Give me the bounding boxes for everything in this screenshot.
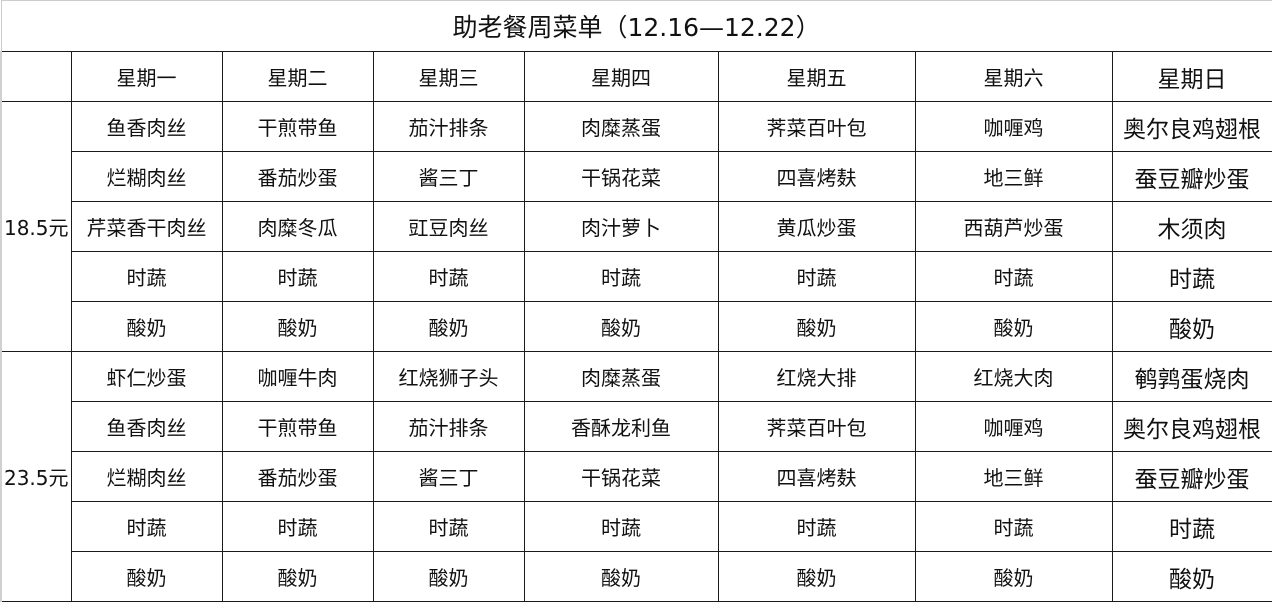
price-label: 23.5元	[0, 351, 72, 602]
dish-cell: 时蔬	[523, 501, 719, 552]
dish-cell: 干锅花菜	[523, 451, 719, 502]
dish-cell: 茄汁排条	[372, 401, 525, 452]
dish-cell: 干煎带鱼	[221, 101, 374, 152]
menu-row: 鱼香肉丝 干煎带鱼 茄汁排条 香酥龙利鱼 荠菜百叶包 咖喱鸡 奥尔良鸡翅根	[1, 401, 1272, 452]
dish-cell: 茄汁排条	[372, 101, 525, 152]
dish-cell: 酱三丁	[372, 451, 525, 502]
dish-cell: 肉汁萝卜	[523, 201, 719, 252]
day-header: 星期二	[221, 51, 374, 102]
dish-cell: 酸奶	[372, 301, 525, 352]
dish-cell: 芹菜香干肉丝	[70, 201, 223, 252]
dish-cell: 酸奶	[1111, 551, 1272, 602]
dish-cell: 酱三丁	[372, 151, 525, 202]
dish-cell: 干煎带鱼	[221, 401, 374, 452]
dish-cell: 鱼香肉丝	[70, 101, 223, 152]
menu-row: 23.5元 虾仁炒蛋 咖喱牛肉 红烧狮子头 肉糜蒸蛋 红烧大排 红烧大肉 鹌鹑蛋烧肉	[0, 351, 1272, 602]
day-header: 星期三	[372, 51, 525, 102]
dish-cell: 时蔬	[372, 251, 525, 302]
menu-row: 时蔬 时蔬 时蔬 时蔬 时蔬 时蔬 时蔬	[1, 251, 1272, 302]
dish-cell: 咖喱牛肉	[221, 351, 374, 402]
dish-cell: 番茄炒蛋	[221, 451, 374, 502]
dish-cell: 时蔬	[221, 501, 374, 552]
dish-cell: 酸奶	[1111, 301, 1272, 352]
header-row: 星期一 星期二 星期三 星期四 星期五 星期六 星期日	[0, 51, 1272, 102]
dish-cell: 酸奶	[221, 301, 374, 352]
menu-row: 酸奶 酸奶 酸奶 酸奶 酸奶 酸奶 酸奶	[1, 551, 1272, 602]
day-header: 星期五	[717, 51, 916, 102]
dish-cell: 时蔬	[717, 251, 916, 302]
dish-cell: 时蔬	[221, 251, 374, 302]
dish-cell: 时蔬	[70, 501, 223, 552]
day-header: 星期六	[914, 51, 1113, 102]
dish-cell: 虾仁炒蛋	[70, 351, 223, 402]
dish-cell: 番茄炒蛋	[221, 151, 374, 202]
dish-cell: 地三鲜	[914, 151, 1113, 202]
dish-cell: 酸奶	[221, 551, 374, 602]
dish-cell: 烂糊肉丝	[70, 451, 223, 502]
dish-cell: 红烧大排	[717, 351, 916, 402]
dish-cell: 西葫芦炒蛋	[914, 201, 1113, 252]
dish-cell: 咖喱鸡	[914, 401, 1113, 452]
dish-cell: 四喜烤麸	[717, 151, 916, 202]
day-header: 星期四	[523, 51, 719, 102]
dish-cell: 酸奶	[372, 551, 525, 602]
dish-cell: 咖喱鸡	[914, 101, 1113, 152]
menu-row: 酸奶 酸奶 酸奶 酸奶 酸奶 酸奶 酸奶	[1, 301, 1272, 352]
dish-cell: 酸奶	[717, 301, 916, 352]
dish-cell: 酸奶	[70, 551, 223, 602]
day-header: 星期一	[70, 51, 223, 102]
dish-cell: 肉糜冬瓜	[221, 201, 374, 252]
dish-cell: 时蔬	[914, 501, 1113, 552]
dish-cell: 时蔬	[372, 501, 525, 552]
dish-cell: 木须肉	[1111, 201, 1272, 252]
dish-cell: 奥尔良鸡翅根	[1111, 401, 1272, 452]
dish-cell: 酸奶	[523, 551, 719, 602]
dish-cell: 黄瓜炒蛋	[717, 201, 916, 252]
menu-row: 时蔬 时蔬 时蔬 时蔬 时蔬 时蔬 时蔬	[1, 501, 1272, 552]
title-row: 助老餐周菜单（12.16—12.22）	[0, 0, 1272, 52]
day-header: 星期日	[1111, 51, 1272, 102]
dish-cell: 酸奶	[914, 551, 1113, 602]
dish-cell: 酸奶	[914, 301, 1113, 352]
dish-cell: 豇豆肉丝	[372, 201, 525, 252]
dish-cell: 酸奶	[70, 301, 223, 352]
dish-cell: 时蔬	[1111, 251, 1272, 302]
dish-cell: 蚕豆瓣炒蛋	[1111, 451, 1272, 502]
dish-cell: 荠菜百叶包	[717, 101, 916, 152]
dish-cell: 红烧狮子头	[372, 351, 525, 402]
dish-cell: 酸奶	[717, 551, 916, 602]
dish-cell: 时蔬	[1111, 501, 1272, 552]
dish-cell: 烂糊肉丝	[70, 151, 223, 202]
dish-cell: 酸奶	[523, 301, 719, 352]
dish-cell: 肉糜蒸蛋	[523, 101, 719, 152]
dish-cell: 鱼香肉丝	[70, 401, 223, 452]
dish-cell: 蚕豆瓣炒蛋	[1111, 151, 1272, 202]
menu-row: 烂糊肉丝 番茄炒蛋 酱三丁 干锅花菜 四喜烤麸 地三鲜 蚕豆瓣炒蛋	[1, 151, 1272, 202]
dish-cell: 荠菜百叶包	[717, 401, 916, 452]
dish-cell: 鹌鹑蛋烧肉	[1111, 351, 1272, 402]
menu-row: 18.5元 鱼香肉丝 干煎带鱼 茄汁排条 肉糜蒸蛋 荠菜百叶包 咖喱鸡 奥尔良鸡翅根	[0, 101, 1272, 352]
menu-row: 烂糊肉丝 番茄炒蛋 酱三丁 干锅花菜 四喜烤麸 地三鲜 蚕豆瓣炒蛋	[1, 451, 1272, 502]
menu-row: 芹菜香干肉丝 肉糜冬瓜 豇豆肉丝 肉汁萝卜 黄瓜炒蛋 西葫芦炒蛋 木须肉	[1, 201, 1272, 252]
dish-cell: 香酥龙利鱼	[523, 401, 719, 452]
dish-cell: 四喜烤麸	[717, 451, 916, 502]
dish-cell: 干锅花菜	[523, 151, 719, 202]
dish-cell: 红烧大肉	[914, 351, 1113, 402]
dish-cell: 地三鲜	[914, 451, 1113, 502]
dish-cell: 时蔬	[70, 251, 223, 302]
corner-cell	[0, 51, 72, 102]
price-label: 18.5元	[0, 101, 72, 352]
dish-cell: 肉糜蒸蛋	[523, 351, 719, 402]
dish-cell: 时蔬	[914, 251, 1113, 302]
dish-cell: 时蔬	[523, 251, 719, 302]
dish-cell: 奥尔良鸡翅根	[1111, 101, 1272, 152]
menu-title: 助老餐周菜单（12.16—12.22）	[0, 0, 1272, 52]
dish-cell: 时蔬	[717, 501, 916, 552]
